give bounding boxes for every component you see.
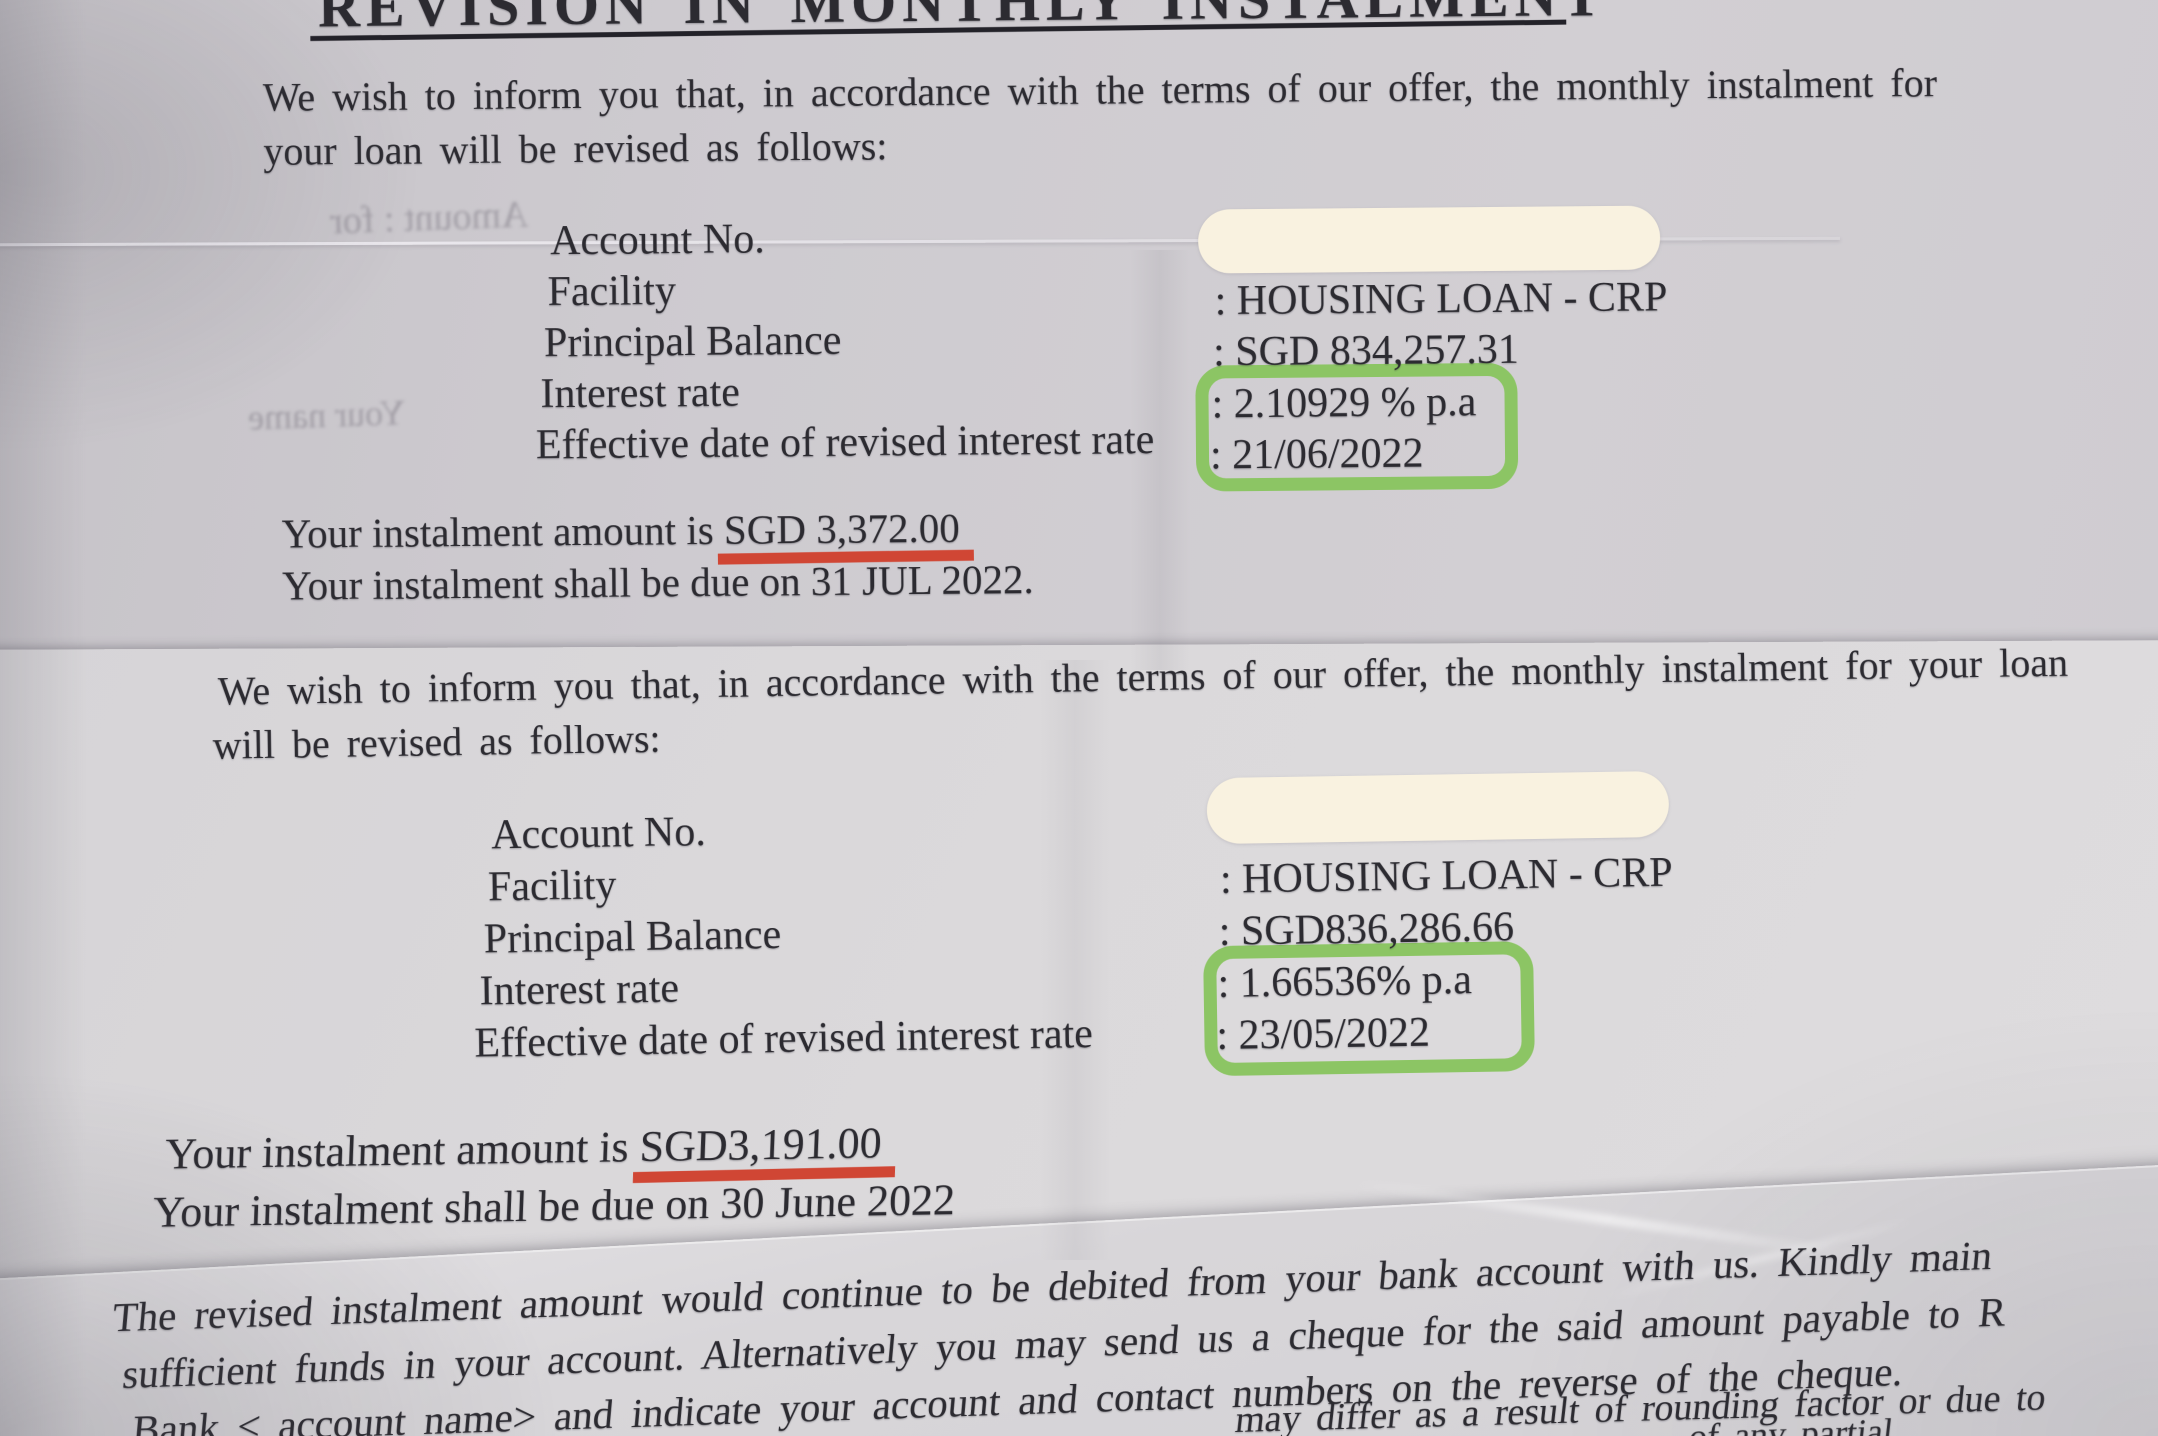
letter-sheet-top (0, 0, 2158, 676)
paper-crease (1040, 660, 1110, 1260)
paper-crease (1130, 250, 1190, 670)
footer-fragment: of any partial (1686, 1410, 1896, 1436)
